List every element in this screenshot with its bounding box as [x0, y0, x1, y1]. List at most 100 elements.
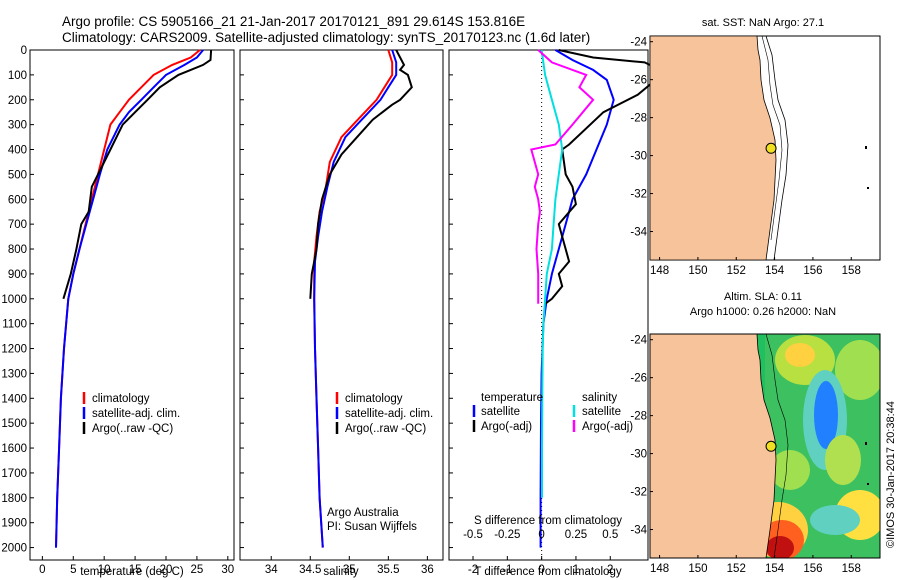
island-marker	[867, 187, 869, 189]
x-tick-label: 35	[343, 564, 356, 576]
y-tick-label: 1300	[1, 368, 27, 380]
lat-tick-label: -32	[630, 487, 647, 499]
lon-tick-label: 156	[803, 265, 822, 277]
legend-label-s-satellite: satellite	[582, 406, 621, 418]
lat-tick-label: -28	[630, 411, 647, 423]
lat-tick-label: -34	[630, 525, 647, 537]
x-tick-label: -2	[468, 564, 478, 576]
lon-tick-label: 148	[650, 563, 669, 575]
legend-title-salinity: salinity	[582, 392, 617, 404]
temperature-panel-frame	[29, 49, 235, 561]
island-marker	[867, 483, 869, 485]
y-tick-label: 700	[8, 219, 27, 231]
series-line-salinity-satellite	[540, 49, 564, 498]
argo-float-marker	[765, 142, 777, 154]
sla-anomaly-patch	[814, 381, 838, 449]
sst-map-content	[650, 36, 869, 260]
legend-label-climatology: climatology	[345, 393, 403, 405]
s-difference-xlabel: S difference from climatology	[474, 515, 622, 527]
sla-map-title-line1: Altim. SLA: 0.11	[724, 291, 802, 303]
t-difference-xlabel: T difference from climatology	[474, 566, 621, 578]
lat-tick-label: -24	[630, 335, 647, 347]
x-tick-label: 35.5	[377, 564, 399, 576]
y-tick-label: 200	[8, 95, 27, 107]
annotation-pi: PI: Susan Wijffels	[327, 521, 417, 533]
shelf-isobath-200m	[761, 36, 783, 241]
y-tick-label: 1900	[1, 518, 27, 530]
series-line-argo-raw-qc-	[309, 49, 413, 299]
top-x-tick-label: 0.5	[602, 529, 618, 541]
lon-tick-label: 150	[688, 563, 707, 575]
series-line-climatology	[55, 49, 201, 548]
lon-tick-label: 156	[803, 563, 822, 575]
top-x-tick-label: -0.25	[494, 529, 520, 541]
australia-coastline	[650, 36, 777, 260]
temperature-legend: climatology satellite-adj. clim. Argo(..…	[82, 392, 180, 435]
y-tick-label: 500	[8, 169, 27, 181]
legend-title-temperature: temperature	[481, 392, 543, 404]
sla-anomaly-patch	[785, 343, 815, 367]
salinity-panel-frame	[239, 49, 444, 561]
temperature-xlabel: temperature (deg C)	[80, 566, 184, 578]
lat-tick-label: -28	[630, 113, 647, 125]
salinity-xlabel: salinity	[323, 566, 358, 578]
lon-tick-label: 154	[765, 563, 785, 575]
y-tick-label: 1500	[1, 418, 27, 430]
x-tick-label: 2	[607, 564, 613, 576]
legend-label-satellite: satellite-adj. clim.	[345, 408, 433, 420]
argo-float-marker	[765, 440, 777, 452]
series-line-argo-raw-qc-	[62, 49, 213, 300]
lat-tick-label: -34	[630, 227, 647, 239]
lon-tick-label: 154	[765, 265, 785, 277]
sst-map-title: sat. SST: NaN Argo: 27.1	[702, 17, 824, 29]
island-marker	[865, 146, 867, 149]
sla-anomaly-patch	[825, 435, 861, 485]
legend-label-argo: Argo(..raw -QC)	[345, 423, 426, 435]
x-tick-label: 0	[538, 564, 544, 576]
lon-tick-label: 150	[688, 265, 707, 277]
salinity-legend: climatology satellite-adj. clim. Argo(..…	[327, 392, 433, 533]
series-line-satellite-adj-clim-	[55, 49, 204, 548]
y-tick-label: 600	[8, 194, 27, 206]
lat-tick-label: -32	[630, 189, 647, 201]
legend-label-s-argo: Argo(-adj)	[582, 421, 633, 433]
sla-anomaly-patch	[810, 505, 860, 535]
y-tick-label: 1400	[1, 393, 27, 405]
x-tick-label: 5	[70, 564, 76, 576]
legend-label-satellite: satellite-adj. clim.	[92, 408, 180, 420]
series-line-satellite-adj-clim-	[313, 49, 398, 548]
shelf-isobath-1000m	[765, 36, 789, 260]
y-tick-label: 1600	[1, 443, 27, 455]
australia-coastline	[650, 334, 777, 558]
top-x-tick-label: -0.5	[463, 529, 483, 541]
top-x-tick-label: 0	[538, 529, 544, 541]
series-line-climatology	[313, 49, 394, 548]
lon-tick-label: 148	[650, 265, 669, 277]
legend-label-t-argo: Argo(-adj)	[481, 421, 532, 433]
y-tick-label: 900	[8, 269, 27, 281]
x-tick-label: 0	[39, 564, 45, 576]
legend-label-t-satellite: satellite	[481, 406, 520, 418]
island-marker	[865, 442, 867, 445]
sla-heatmap-field	[650, 334, 880, 558]
chart-title-line2: Climatology: CARS2009. Satellite-adjuste…	[62, 30, 591, 45]
x-tick-label: 30	[221, 564, 234, 576]
legend-label-climatology: climatology	[92, 393, 150, 405]
sla-anomaly-patch	[835, 340, 880, 400]
x-tick-label: 1	[573, 564, 579, 576]
top-x-tick-label: 0.25	[565, 529, 587, 541]
difference-legend: temperature satellite Argo(-adj) salinit…	[472, 392, 633, 433]
difference-panel-frame	[448, 49, 649, 561]
y-tick-label: 400	[8, 145, 27, 157]
sla-map-border	[649, 333, 881, 559]
lon-tick-label: 158	[842, 563, 861, 575]
lon-tick-label: 158	[842, 265, 861, 277]
x-tick-label: 15	[129, 564, 142, 576]
x-tick-label: 34	[265, 564, 278, 576]
y-tick-label: 1100	[2, 319, 27, 331]
x-tick-label: 25	[191, 564, 204, 576]
x-tick-label: 36	[421, 564, 434, 576]
lat-tick-label: -30	[630, 151, 647, 163]
sla-anomaly-patch	[766, 536, 794, 558]
